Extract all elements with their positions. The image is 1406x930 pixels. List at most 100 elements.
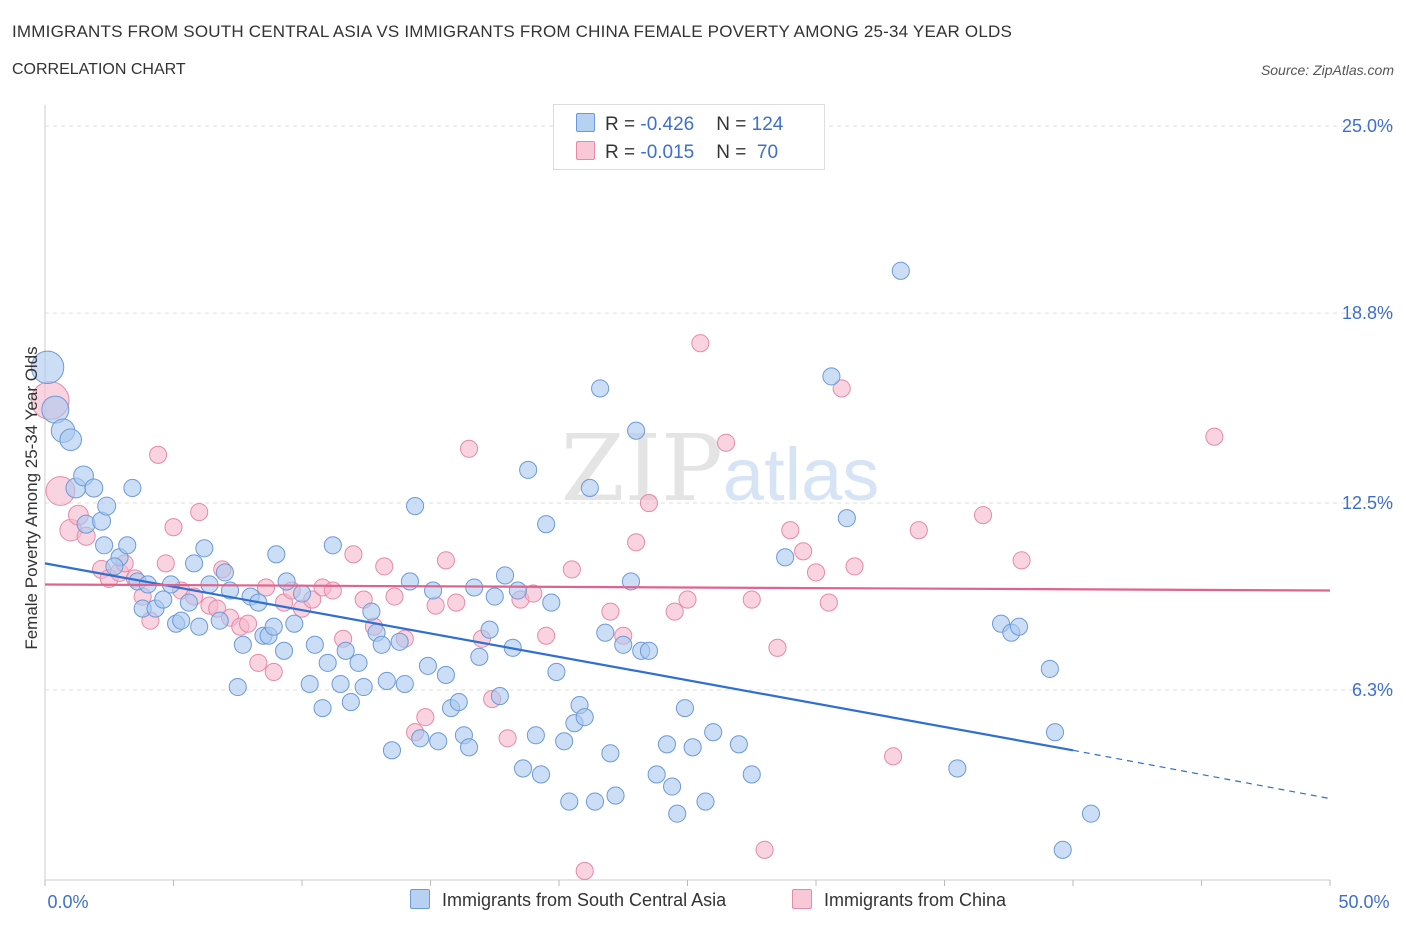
n-label: N = bbox=[716, 114, 752, 135]
n-label: N = bbox=[716, 142, 752, 163]
data-point-south-central-asia bbox=[372, 635, 391, 654]
data-point-china bbox=[264, 662, 283, 681]
data-point-south-central-asia bbox=[470, 647, 489, 666]
data-point-south-central-asia bbox=[485, 587, 504, 606]
data-point-south-central-asia bbox=[95, 536, 114, 555]
data-point-south-central-asia bbox=[349, 653, 368, 672]
data-point-south-central-asia bbox=[647, 765, 666, 784]
data-point-south-central-asia bbox=[59, 428, 82, 452]
data-point-south-central-asia bbox=[377, 671, 396, 691]
data-point-south-central-asia bbox=[580, 478, 599, 498]
data-point-south-central-asia bbox=[560, 792, 579, 811]
data-point-south-central-asia bbox=[542, 593, 561, 612]
data-point-south-central-asia bbox=[190, 617, 209, 636]
data-point-china bbox=[436, 551, 455, 570]
data-point-south-central-asia bbox=[1053, 840, 1072, 859]
legend-item-south-central-asia[interactable]: Immigrants from South Central Asia bbox=[410, 889, 726, 911]
r-label: R = bbox=[605, 142, 641, 163]
data-point-south-central-asia bbox=[382, 741, 402, 760]
data-point-south-central-asia bbox=[668, 804, 687, 823]
data-point-china bbox=[819, 593, 838, 612]
data-point-china bbox=[416, 708, 435, 727]
y-tick-labels: 6.3% 12.5% 18.8% 25.0% bbox=[1342, 116, 1393, 700]
data-point-china bbox=[256, 578, 276, 597]
data-point-south-central-asia bbox=[663, 777, 682, 796]
data-point-south-central-asia bbox=[172, 611, 191, 630]
data-point-south-central-asia bbox=[233, 635, 252, 654]
data-point-china bbox=[498, 729, 517, 748]
legend-row-south-central-asia: R = -0.426 N = 124 bbox=[576, 113, 783, 136]
y-tick-label: 18.8% bbox=[1342, 303, 1393, 323]
data-point-south-central-asia bbox=[526, 726, 545, 745]
data-point-china bbox=[691, 334, 710, 353]
data-point-south-central-asia bbox=[531, 765, 551, 784]
watermark: ZIPatlas bbox=[561, 415, 879, 522]
data-point-china bbox=[323, 581, 342, 600]
data-point-south-central-asia bbox=[185, 554, 204, 573]
stats-legend: R = -0.426 N = 124 R = -0.015 N = 70 bbox=[553, 104, 825, 170]
trend-lines bbox=[44, 562, 1331, 800]
data-point-south-central-asia bbox=[1045, 723, 1065, 742]
data-point-china bbox=[344, 545, 363, 564]
data-point-south-central-asia bbox=[675, 699, 694, 718]
data-point-south-central-asia bbox=[341, 693, 360, 712]
data-point-china bbox=[974, 506, 993, 525]
data-point-china bbox=[717, 433, 736, 452]
legend-item-china[interactable]: Immigrants from China bbox=[792, 889, 1006, 911]
data-point-south-central-asia bbox=[606, 786, 625, 805]
data-point-south-central-asia bbox=[331, 674, 350, 694]
data-point-china bbox=[537, 626, 556, 645]
data-point-south-central-asia bbox=[948, 759, 967, 778]
data-point-south-central-asia bbox=[891, 261, 910, 280]
data-point-south-central-asia bbox=[274, 641, 294, 660]
data-point-south-central-asia bbox=[555, 732, 574, 751]
trend-line-south-central-asia bbox=[44, 562, 1074, 752]
data-point-china bbox=[909, 521, 928, 540]
data-point-south-central-asia bbox=[354, 677, 373, 697]
data-point-south-central-asia bbox=[323, 536, 342, 555]
x-tick-label-min: 0.0% bbox=[47, 892, 88, 912]
data-point-south-central-asia bbox=[215, 563, 234, 582]
data-point-south-central-asia bbox=[264, 617, 283, 636]
data-point-south-central-asia bbox=[362, 602, 381, 621]
data-point-south-central-asia bbox=[547, 662, 566, 681]
data-point-china bbox=[832, 379, 851, 398]
data-point-china bbox=[845, 557, 864, 576]
data-point-south-central-asia bbox=[228, 677, 247, 697]
data-point-south-central-asia bbox=[123, 478, 142, 498]
data-point-south-central-asia bbox=[97, 496, 117, 516]
data-point-south-central-asia bbox=[601, 744, 620, 763]
data-point-south-central-asia bbox=[742, 765, 761, 784]
data-point-south-central-asia bbox=[429, 732, 448, 751]
data-point-south-central-asia bbox=[575, 708, 594, 727]
r-value: -0.426 bbox=[640, 114, 695, 135]
data-point-south-central-asia bbox=[267, 545, 286, 564]
legend-row-china: R = -0.015 N = 70 bbox=[576, 141, 778, 164]
data-point-south-central-asia bbox=[696, 792, 715, 811]
series-south-central-asia-points bbox=[30, 261, 1101, 859]
data-point-south-central-asia bbox=[614, 635, 633, 654]
data-point-south-central-asia bbox=[776, 548, 795, 567]
data-point-south-central-asia bbox=[418, 656, 437, 675]
gridlines bbox=[45, 125, 1395, 691]
data-point-china bbox=[639, 494, 659, 513]
data-point-south-central-asia bbox=[495, 566, 515, 585]
chart-title: IMMIGRANTS FROM SOUTH CENTRAL ASIA VS IM… bbox=[12, 22, 1013, 41]
data-point-south-central-asia bbox=[1009, 617, 1029, 636]
data-point-south-central-asia bbox=[585, 792, 605, 811]
data-point-south-central-asia bbox=[195, 539, 214, 558]
data-point-china bbox=[575, 861, 594, 881]
data-point-south-central-asia bbox=[292, 584, 312, 603]
data-point-china bbox=[164, 518, 183, 537]
legend-label: Immigrants from China bbox=[824, 890, 1007, 910]
data-point-south-central-asia bbox=[76, 514, 96, 534]
data-point-south-central-asia bbox=[490, 687, 509, 706]
data-point-south-central-asia bbox=[179, 593, 198, 612]
data-point-south-central-asia bbox=[537, 515, 556, 534]
data-point-south-central-asia bbox=[639, 641, 659, 660]
n-value: 124 bbox=[751, 114, 784, 135]
data-point-china bbox=[385, 587, 404, 606]
blue-swatch-icon bbox=[410, 889, 430, 909]
data-point-south-central-asia bbox=[822, 367, 841, 386]
data-point-china bbox=[460, 439, 479, 458]
